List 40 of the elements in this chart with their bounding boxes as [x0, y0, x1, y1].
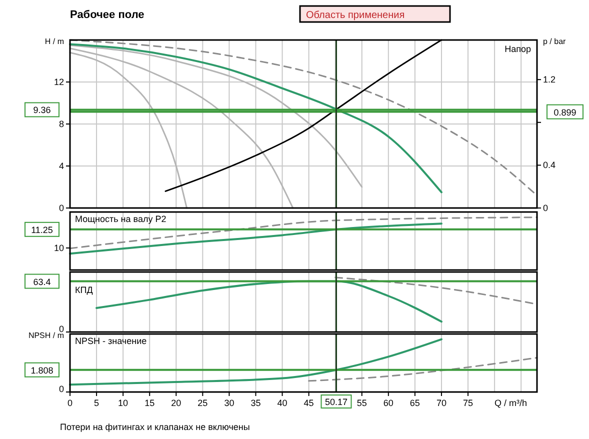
chart-subtitle: NPSH - значение [75, 336, 147, 346]
y-tick-label: 8 [58, 119, 64, 129]
y-axis-title: H / m [44, 37, 64, 46]
text: 10 [54, 242, 64, 253]
y2-tick-label: 0 [543, 203, 548, 213]
text: 1.808 [30, 365, 54, 376]
x-tick-label: 30 [224, 398, 234, 408]
x-tick-label: 10 [118, 398, 128, 408]
y-tick-label: 0 [58, 203, 64, 213]
y-axis-title: NPSH / m [28, 331, 64, 340]
y-tick-label: 4 [58, 161, 64, 171]
x-tick-label: 20 [171, 398, 182, 408]
x-tick-label: 40 [277, 398, 288, 408]
x-tick-label: 45 [304, 398, 314, 408]
x-tick-label: 25 [198, 398, 208, 408]
x-tick-label: 60 [383, 398, 394, 408]
x-tick-label: 65 [410, 398, 420, 408]
chart-title: Рабочее поле [70, 9, 144, 21]
text: Потери на фитингах и клапанах не включены [60, 422, 250, 432]
text: 63.4 [33, 276, 51, 287]
text: КПД [75, 285, 93, 295]
x-axis-title: Q / m³/h [494, 398, 528, 408]
x-tick-label: 15 [144, 398, 155, 408]
y2-tick-label: 0.4 [543, 160, 556, 170]
x-tick-label: 75 [463, 398, 474, 408]
x-tick-label: 70 [436, 398, 446, 408]
ref-line-label: 9.36 [33, 105, 51, 116]
text: 11.25 [31, 224, 53, 235]
chart-subtitle: Мощность на валу P2 [75, 214, 166, 224]
y2-tick-label: 1.2 [543, 74, 556, 85]
y2-axis-title: p / bar [543, 37, 566, 46]
y-tick-label: 12 [54, 77, 64, 87]
x-tick-label: 35 [250, 398, 261, 408]
x-tick-label: 55 [356, 398, 367, 408]
ref-line-label: 0.899 [554, 107, 576, 118]
ref-line-label: 50.17 [324, 397, 348, 407]
chart-subtitle: Напор [504, 44, 531, 54]
x-tick-label: 0 [67, 398, 73, 408]
text: Область применения [306, 10, 405, 21]
x-tick-label: 5 [94, 398, 100, 408]
